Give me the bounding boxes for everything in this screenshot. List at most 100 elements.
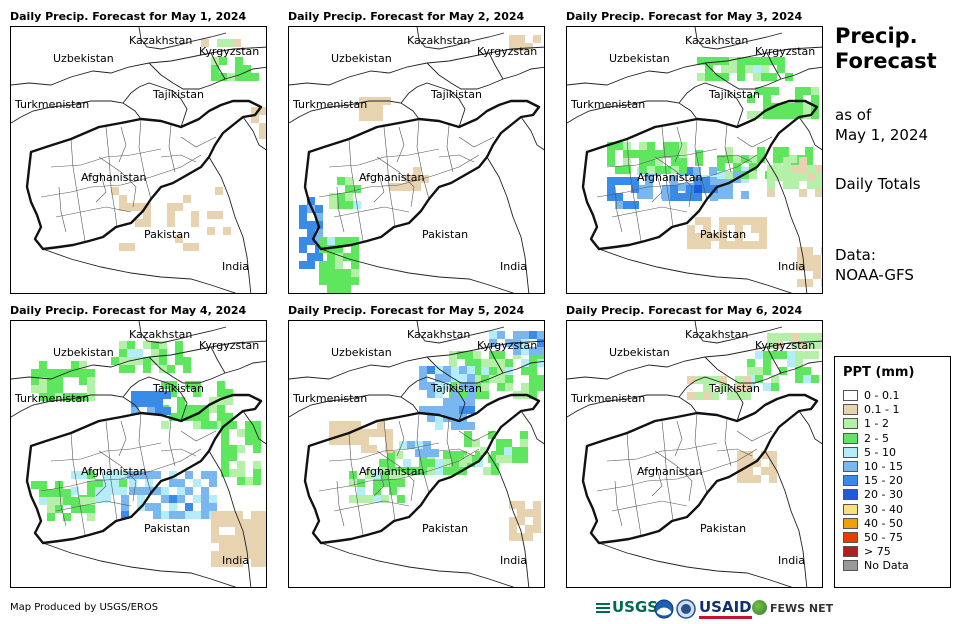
precip-cell (467, 422, 475, 430)
precip-cell (435, 366, 443, 374)
precip-cell (423, 449, 431, 457)
precip-cell (427, 414, 435, 422)
precip-cell (47, 513, 55, 521)
legend-item: > 75 (843, 545, 891, 559)
country-label: Pakistan (144, 228, 190, 241)
precip-cell (529, 367, 537, 375)
precip-cell (695, 233, 703, 241)
precip-cell (481, 375, 489, 383)
precip-cell (245, 421, 253, 429)
precip-cell (87, 513, 95, 521)
precip-cell (607, 142, 615, 150)
afghanistan-border (25, 393, 263, 545)
precip-cell (135, 203, 143, 211)
precip-cell (753, 73, 761, 81)
precip-cell (533, 35, 541, 43)
precip-cell (631, 185, 639, 193)
precip-cell (671, 166, 679, 174)
precip-cell (413, 167, 421, 175)
precip-cell (215, 187, 223, 195)
map-canvas: Kazakhstan Kyrgyzstan Uzbekistan Tajikistan… (289, 27, 544, 293)
precip-cell (497, 383, 505, 391)
precip-cell (403, 459, 411, 467)
precip-cell (177, 487, 185, 495)
precip-cell (345, 185, 353, 193)
precip-cell (497, 375, 505, 383)
precip-cell (459, 374, 467, 382)
precip-cell (211, 65, 219, 73)
country-border (320, 248, 515, 293)
precip-cell (219, 543, 227, 551)
country-border (320, 542, 515, 587)
precip-cell (755, 351, 763, 359)
precip-cell (167, 365, 175, 373)
precip-cell (119, 487, 127, 495)
precip-cell (47, 393, 55, 401)
precip-cell (337, 421, 345, 429)
usgs-logo: USGS (596, 598, 658, 616)
precip-cell (193, 495, 201, 503)
precip-cell (427, 390, 435, 398)
precip-cell (763, 359, 771, 367)
precip-cell (513, 331, 521, 339)
precip-cell (529, 347, 537, 355)
precip-cell (623, 201, 631, 209)
precip-cell (513, 347, 521, 355)
precip-cell (139, 399, 147, 407)
precip-cell (615, 166, 623, 174)
precip-cell (639, 150, 647, 158)
province-boundary (654, 450, 693, 502)
province-boundary (50, 148, 162, 168)
precip-cell (251, 559, 259, 567)
precip-cell (183, 357, 191, 365)
country-label: Uzbekistan (53, 52, 114, 65)
precip-cell (237, 461, 245, 469)
precip-cell (155, 407, 163, 415)
precip-cell (169, 471, 177, 479)
legend-swatch (843, 489, 858, 501)
precip-cell (343, 285, 351, 293)
province-boundary (70, 138, 86, 242)
precip-cell (387, 459, 395, 467)
province-boundary (363, 174, 385, 203)
province-boundary (416, 412, 430, 494)
precip-cell (307, 237, 315, 245)
country-border (704, 356, 822, 384)
province-boundary (614, 480, 623, 527)
precip-cell (253, 429, 261, 437)
precip-cell (537, 375, 544, 383)
precip-cell (335, 253, 343, 261)
precip-cell (167, 203, 175, 211)
precip-cell (131, 399, 139, 407)
precip-cell (735, 376, 743, 384)
precip-cell (451, 406, 459, 414)
country-border (289, 394, 420, 418)
precip-cell (687, 376, 695, 384)
precip-cell (521, 347, 529, 355)
precip-cell (671, 150, 679, 158)
precip-cell (639, 185, 647, 193)
precip-cell (137, 471, 145, 479)
precip-cell (369, 445, 377, 453)
precip-cell (111, 471, 119, 479)
panel-title-1: Daily Precip. Forecast for May 1, 2024 (10, 10, 247, 23)
precip-cell (259, 511, 266, 519)
precip-cell (31, 481, 39, 489)
precip-cell (481, 359, 489, 367)
precip-cell (55, 489, 63, 497)
precip-cell (243, 527, 251, 535)
precip-cell (177, 495, 185, 503)
precip-cell (385, 429, 393, 437)
precip-cell (343, 253, 351, 261)
precip-cell (465, 351, 473, 359)
precip-cell (177, 405, 185, 413)
precip-cell (497, 367, 505, 375)
precip-cell (327, 237, 335, 245)
country-border (486, 156, 530, 293)
precip-cell (201, 503, 209, 511)
province-boundary (396, 420, 405, 457)
precip-cell (397, 471, 405, 479)
precip-cell (63, 489, 71, 497)
precip-cell (245, 429, 253, 437)
precip-cell (747, 367, 755, 375)
